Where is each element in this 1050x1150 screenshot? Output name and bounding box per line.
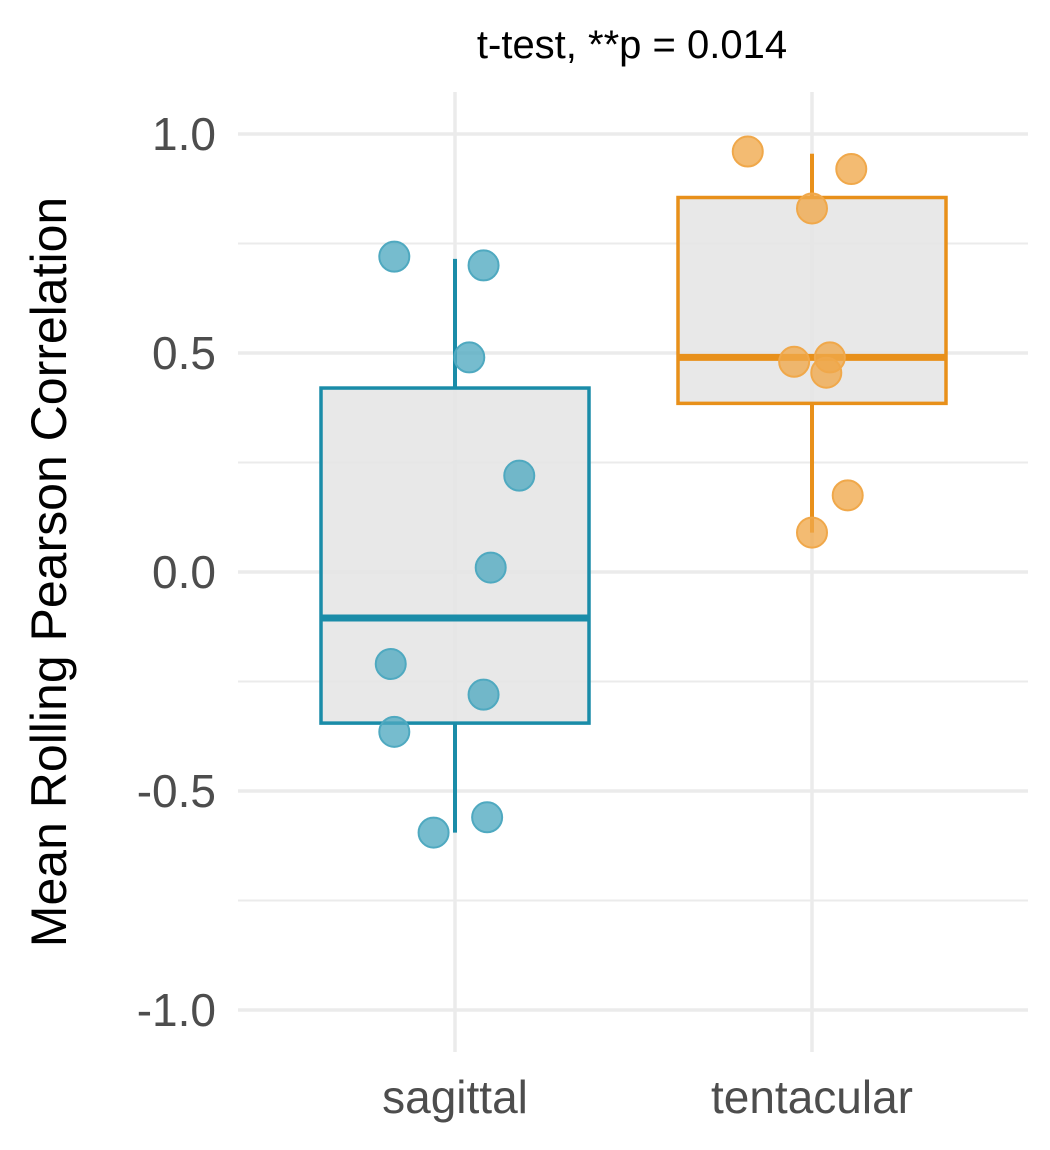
- data-point-tentacular: [778, 345, 811, 378]
- data-point-tentacular: [731, 135, 764, 168]
- y-tick-label: 1.0: [152, 108, 216, 160]
- data-point-tentacular: [796, 516, 828, 549]
- box-tentacular: [676, 195, 948, 406]
- x-tick-label: tentacular: [711, 1071, 913, 1123]
- boxes: [319, 153, 948, 833]
- data-point-tentacular: [796, 192, 828, 225]
- data-point-tentacular: [831, 479, 864, 512]
- axes: 1.0 0.5 0.0 -0.5 -1.0 sagittal tentacular: [137, 108, 913, 1123]
- y-tick-label: -1.0: [137, 984, 216, 1036]
- data-point-sagittal: [503, 459, 536, 492]
- box-sagittal: [319, 386, 591, 725]
- data-point-tentacular: [835, 153, 868, 186]
- y-tick-label: -0.5: [137, 765, 216, 817]
- data-point-sagittal: [467, 678, 500, 711]
- data-point-tentacular: [810, 356, 843, 389]
- chart-title: t-test, **p = 0.014: [477, 23, 787, 67]
- data-point-sagittal: [374, 647, 407, 680]
- y-axis-label: Mean Rolling Pearson Correlation: [21, 197, 77, 947]
- data-point-sagittal: [467, 249, 500, 282]
- data-point-sagittal: [417, 816, 450, 849]
- data-point-sagittal: [453, 341, 486, 374]
- data-point-sagittal: [378, 240, 411, 273]
- y-tick-label: 0.0: [152, 546, 216, 598]
- data-point-sagittal: [474, 551, 507, 584]
- data-point-sagittal: [471, 801, 504, 834]
- y-tick-label: 0.5: [152, 327, 216, 379]
- data-point-sagittal: [378, 715, 411, 748]
- x-tick-label: sagittal: [382, 1071, 528, 1123]
- points: [374, 135, 868, 849]
